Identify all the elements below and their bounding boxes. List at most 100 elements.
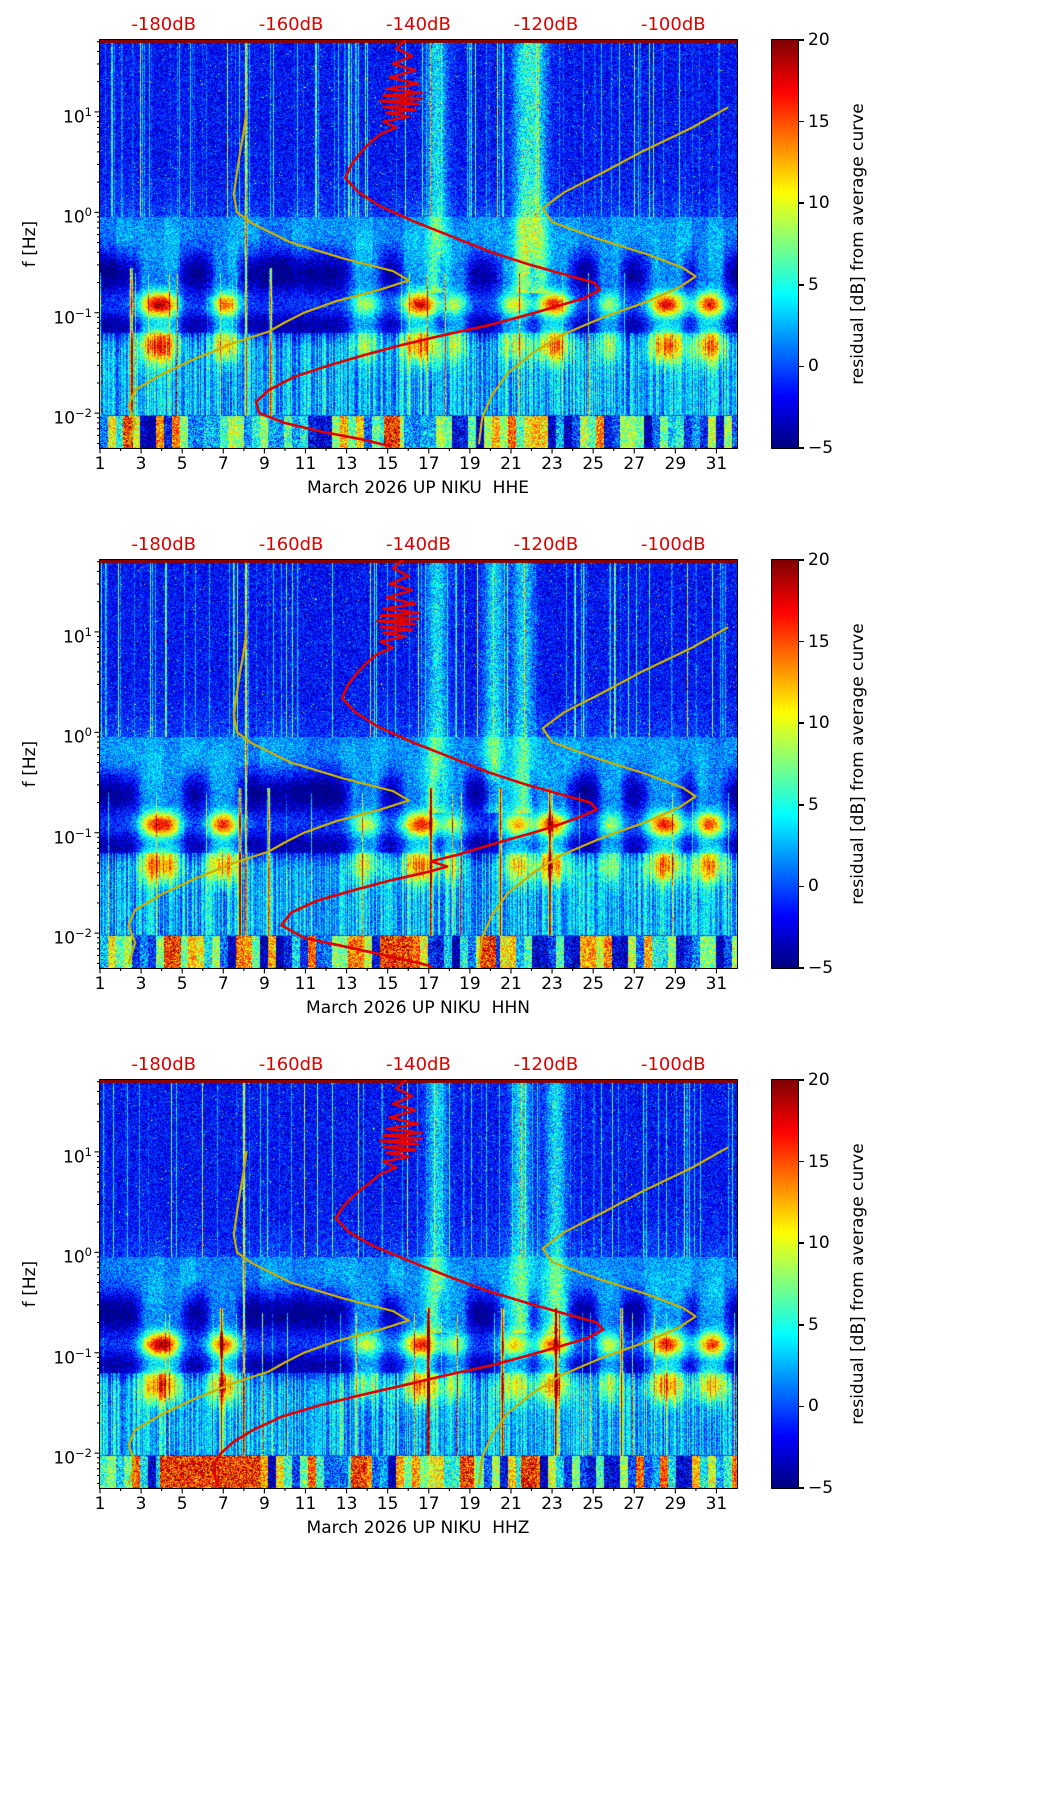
y-tick-label: 10−2 (53, 402, 92, 430)
top-db-label: -180dB (131, 534, 197, 555)
colorbar-tick-mark (799, 1487, 804, 1489)
y-tick-exponent: 0 (84, 1245, 92, 1260)
y-tick-label: 100 (63, 1241, 92, 1269)
x-tick-label: 9 (258, 454, 270, 474)
x-axis-label: March 2026 UP NIKU HHZ (306, 1518, 530, 1538)
y-tick-base: 10 (53, 308, 76, 329)
x-tick-label: 25 (582, 1494, 604, 1514)
x-tick-label: 1 (94, 974, 106, 994)
spectrogram-heatmap-canvas (100, 40, 737, 448)
y-tick-label: 100 (63, 721, 92, 749)
x-tick-label: 15 (376, 1494, 399, 1514)
y-tick-base: 10 (63, 107, 85, 128)
plot-overlay (94, 1080, 729, 1494)
colorbar-tick-mark (799, 1242, 804, 1244)
plot-overlay (94, 40, 729, 454)
y-tick-label: 10−2 (53, 922, 92, 950)
colorbar-canvas (772, 560, 798, 968)
top-db-label: -100dB (640, 534, 706, 555)
average-psd-curve (213, 1080, 605, 1488)
x-tick-label: 7 (217, 1494, 229, 1514)
high-noise-model-curve (477, 106, 729, 445)
x-tick-label: 13 (335, 974, 358, 994)
x-tick-label: 17 (417, 454, 440, 474)
x-tick-label: 11 (294, 974, 317, 994)
colorbar-tick-label: 15 (808, 1151, 830, 1172)
colorbar-tick-label: 5 (808, 794, 819, 815)
x-tick-label: 19 (459, 1494, 481, 1514)
y-tick-exponent: 1 (84, 624, 92, 639)
y-tick-exponent: −1 (75, 1345, 92, 1360)
x-tick-label: 11 (294, 454, 317, 474)
y-tick-exponent: −2 (75, 406, 92, 421)
x-tick-label: 9 (258, 974, 270, 994)
low-noise-model-curve (127, 110, 410, 445)
y-tick-exponent: 1 (84, 104, 92, 119)
x-tick-label: 27 (623, 454, 646, 474)
x-tick-label: 27 (623, 1494, 646, 1514)
x-tick-label: 1 (94, 1494, 106, 1514)
colorbar-tick-label: 0 (808, 356, 819, 377)
colorbar (771, 1079, 799, 1489)
x-axis-label: March 2026 UP NIKU HHE (307, 478, 529, 498)
x-tick-label: 31 (705, 1494, 728, 1514)
spectrogram-plot (94, 559, 738, 974)
colorbar-canvas (772, 40, 798, 448)
top-db-label: -120dB (513, 534, 579, 555)
top-db-label: -160dB (258, 14, 324, 35)
x-tick-label: 23 (541, 454, 563, 474)
spectrogram-plot (94, 39, 738, 454)
axis-ticks (94, 41, 718, 454)
colorbar-tick-mark (799, 804, 804, 806)
colorbar-canvas (772, 1080, 798, 1488)
colorbar-tick-mark (799, 447, 804, 449)
colorbar-tick-label: −5 (808, 438, 834, 458)
x-tick-label: 29 (664, 1494, 687, 1514)
high-noise-model-curve (477, 1146, 729, 1485)
y-tick-base: 10 (53, 1348, 76, 1369)
spectrogram-panel-hhe: -180dB -160dB -140dB -120dB -100dB f [Hz] 10… (0, 14, 1052, 536)
top-db-label: -120dB (513, 1054, 579, 1075)
x-tick-label: 21 (500, 974, 522, 994)
x-tick-label: 7 (217, 974, 229, 994)
colorbar-tick-mark (799, 1079, 804, 1081)
top-db-label: -160dB (258, 1054, 324, 1075)
y-axis-label: f [Hz] (20, 1260, 40, 1308)
axis-ticks (94, 561, 718, 974)
top-db-label: -140dB (386, 1054, 451, 1075)
y-tick-base: 10 (63, 627, 85, 648)
x-tick-label: 13 (335, 1494, 358, 1514)
colorbar-tick-label: 5 (808, 1314, 819, 1335)
x-tick-label: 9 (258, 1494, 270, 1514)
y-tick-label: 10−1 (53, 1342, 92, 1370)
colorbar-label: residual [dB] from average curve (848, 103, 868, 385)
top-db-label: -160dB (258, 534, 324, 555)
y-tick-exponent: −1 (75, 305, 92, 320)
colorbar-tick-mark (799, 967, 804, 969)
x-tick-label: 19 (459, 974, 481, 994)
colorbar-tick-mark (799, 365, 804, 368)
x-tick-label: 23 (541, 974, 563, 994)
x-tick-label: 15 (376, 974, 399, 994)
x-tick-label: 31 (705, 454, 728, 474)
colorbar-tick-label: 20 (808, 550, 830, 570)
low-noise-model-curve (127, 630, 410, 965)
colorbar-label: residual [dB] from average curve (848, 623, 868, 905)
x-tick-label: 3 (135, 974, 147, 994)
spectrogram-heatmap-canvas (100, 560, 737, 968)
colorbar-tick-label: 5 (808, 274, 819, 295)
x-tick-label: 13 (335, 454, 358, 474)
x-axis-label: March 2026 UP NIKU HHN (306, 998, 530, 1018)
colorbar-tick-label: 15 (808, 111, 830, 132)
colorbar-tick-label: 20 (808, 30, 830, 50)
colorbar-tick-label: 20 (808, 1070, 830, 1090)
y-tick-base: 10 (63, 1247, 85, 1268)
x-tick-label: 19 (459, 454, 481, 474)
colorbar-tick-label: 0 (808, 876, 819, 897)
colorbar-tick-mark (799, 1160, 804, 1163)
top-db-label: -180dB (131, 1054, 197, 1075)
low-noise-model-curve (127, 1150, 410, 1485)
colorbar-tick-label: −5 (808, 958, 834, 978)
x-tick-label: 29 (664, 974, 687, 994)
